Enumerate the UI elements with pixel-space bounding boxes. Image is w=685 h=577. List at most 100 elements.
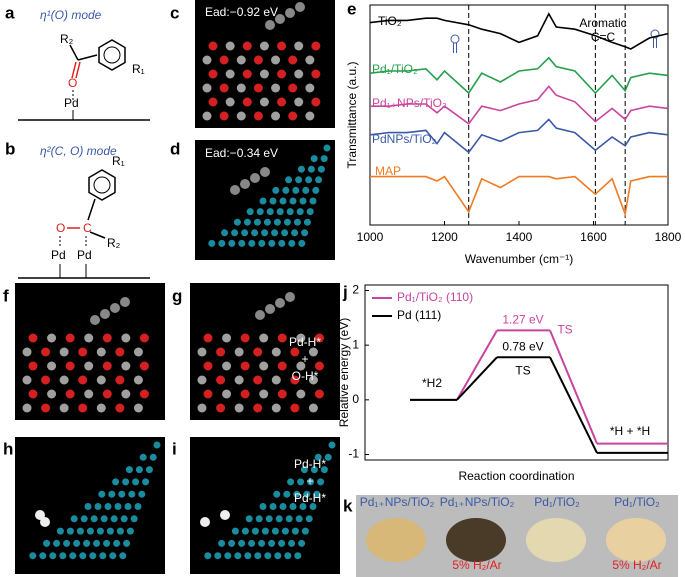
atom bbox=[293, 490, 301, 498]
atom bbox=[299, 503, 307, 510]
atom bbox=[259, 333, 269, 343]
atom bbox=[259, 41, 269, 51]
treatment-label: 5% H₂/Ar bbox=[612, 558, 661, 572]
atom bbox=[139, 453, 147, 461]
atom bbox=[251, 527, 259, 535]
atom bbox=[84, 361, 94, 371]
atom bbox=[47, 361, 57, 371]
atom bbox=[96, 403, 106, 413]
atom bbox=[255, 515, 263, 523]
atom bbox=[100, 515, 108, 523]
atom bbox=[281, 527, 289, 535]
atom bbox=[153, 441, 161, 449]
atom bbox=[122, 478, 130, 486]
atom bbox=[314, 333, 324, 343]
atom bbox=[303, 218, 311, 226]
atom: R₁ bbox=[132, 62, 145, 76]
atom bbox=[84, 503, 92, 510]
atom bbox=[234, 347, 244, 357]
atom bbox=[93, 539, 101, 547]
panel-label: b bbox=[5, 139, 15, 158]
atom bbox=[29, 552, 37, 560]
x-tick-label: 1200 bbox=[431, 230, 458, 244]
panel-label: f bbox=[3, 286, 9, 305]
atom bbox=[203, 361, 213, 371]
atom bbox=[288, 239, 296, 247]
atom bbox=[259, 389, 269, 399]
atom bbox=[277, 69, 287, 79]
atom bbox=[233, 218, 241, 226]
atom bbox=[278, 539, 286, 547]
atom bbox=[110, 515, 118, 523]
atom bbox=[287, 478, 295, 486]
atom bbox=[303, 490, 311, 498]
panel-label: g bbox=[172, 286, 182, 305]
atom bbox=[126, 527, 134, 535]
atom bbox=[277, 361, 287, 371]
y-tick-label: 2 bbox=[352, 283, 359, 297]
atom bbox=[219, 111, 229, 121]
atom bbox=[253, 375, 263, 385]
atom bbox=[63, 539, 71, 547]
atom bbox=[139, 361, 149, 371]
panel-label: i bbox=[172, 439, 177, 458]
molecule-atom bbox=[110, 303, 120, 313]
atom bbox=[218, 539, 226, 547]
atom bbox=[296, 389, 306, 399]
sample-photo bbox=[526, 518, 586, 562]
atom bbox=[53, 539, 61, 547]
atom bbox=[314, 389, 324, 399]
atom bbox=[277, 41, 287, 51]
annotation: *H2 bbox=[422, 376, 442, 390]
atom bbox=[204, 552, 212, 560]
plot-frame bbox=[369, 4, 669, 226]
atom bbox=[315, 176, 323, 184]
atom bbox=[296, 333, 306, 343]
x-tick-label: 1000 bbox=[357, 230, 384, 244]
atom bbox=[238, 239, 246, 247]
atom bbox=[128, 490, 136, 498]
atom bbox=[309, 197, 317, 205]
atom bbox=[240, 361, 250, 371]
atom bbox=[264, 552, 272, 560]
panel-label: k bbox=[343, 496, 353, 515]
y-tick-label: 0 bbox=[352, 392, 359, 406]
treatment-label: 5% H₂/Ar bbox=[452, 558, 501, 572]
sample-label: Pd₁₊NPs/TiO₂ bbox=[360, 495, 435, 509]
ring bbox=[98, 39, 126, 71]
atom bbox=[282, 186, 290, 194]
atom bbox=[254, 552, 262, 560]
mode-title: η¹(O) mode bbox=[40, 8, 102, 22]
ring bbox=[88, 169, 116, 201]
molecule-atom bbox=[265, 20, 275, 30]
atom bbox=[221, 229, 229, 237]
sample-photo bbox=[446, 518, 506, 562]
atom bbox=[241, 527, 249, 535]
atom bbox=[115, 375, 125, 385]
h-atom bbox=[40, 517, 50, 527]
atom bbox=[89, 552, 97, 560]
atom bbox=[296, 361, 306, 371]
atom bbox=[228, 239, 236, 247]
bond bbox=[77, 54, 98, 61]
spectrum bbox=[370, 85, 669, 125]
atom bbox=[41, 403, 51, 413]
h-atom bbox=[220, 510, 230, 520]
adsorption-energy: Ead:−0.34 eV bbox=[205, 146, 278, 160]
atom bbox=[222, 389, 232, 399]
atom bbox=[78, 403, 88, 413]
atom bbox=[98, 490, 106, 498]
atom bbox=[297, 478, 305, 486]
y-tick-label: 1 bbox=[352, 337, 359, 351]
atom bbox=[251, 229, 259, 237]
aromatic bbox=[93, 176, 111, 194]
atom bbox=[197, 403, 207, 413]
atom bbox=[121, 361, 131, 371]
atom bbox=[271, 347, 281, 357]
atom bbox=[102, 333, 112, 343]
atom bbox=[218, 239, 226, 247]
atom bbox=[219, 55, 229, 65]
atom bbox=[279, 503, 287, 510]
molecule-atom bbox=[230, 185, 240, 195]
atom bbox=[259, 503, 267, 510]
